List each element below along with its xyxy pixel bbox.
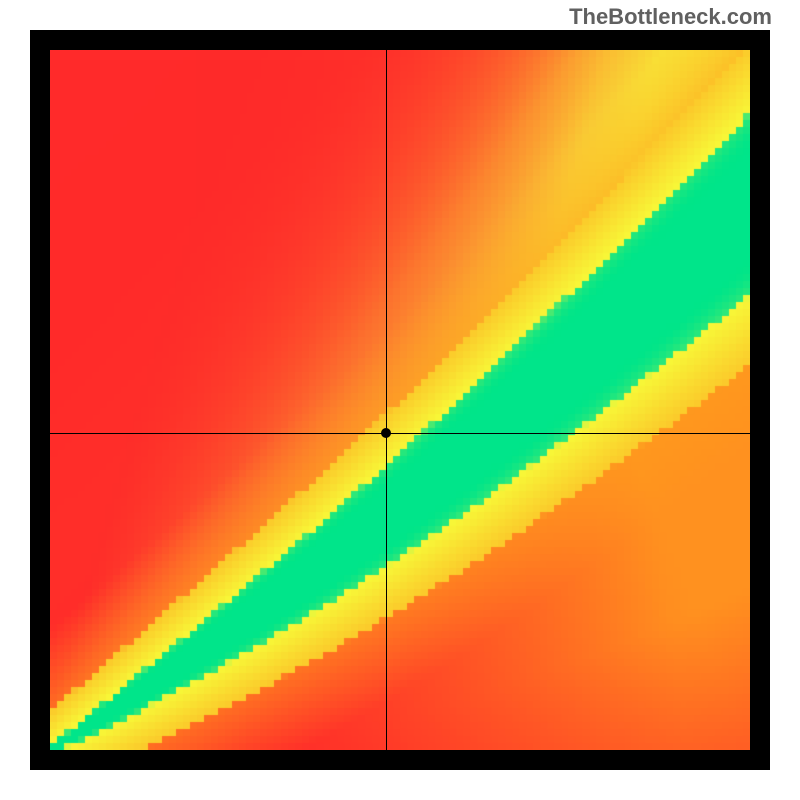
chart-container: TheBottleneck.com xyxy=(0,0,800,800)
crosshair-horizontal xyxy=(50,433,750,434)
crosshair-vertical xyxy=(386,50,387,750)
heatmap-canvas xyxy=(50,50,750,750)
chart-frame xyxy=(30,30,770,770)
marker-dot xyxy=(381,428,391,438)
watermark-text: TheBottleneck.com xyxy=(569,4,772,30)
